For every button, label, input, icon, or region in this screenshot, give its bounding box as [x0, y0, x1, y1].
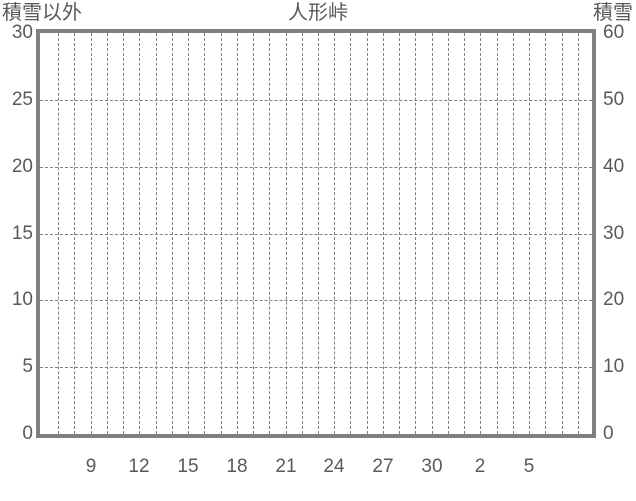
gridline-vertical [480, 33, 481, 434]
gridline-vertical [253, 33, 254, 434]
x-tick-label: 21 [275, 456, 297, 477]
gridline-vertical [415, 33, 416, 434]
gridline-vertical [432, 33, 433, 434]
left-tick-label: 15 [11, 222, 33, 244]
plot-area [36, 29, 596, 438]
gridline-vertical [221, 33, 222, 434]
gridline-vertical [448, 33, 449, 434]
gridline-vertical [578, 33, 579, 434]
gridline-vertical [156, 33, 157, 434]
gridline-vertical [172, 33, 173, 434]
left-tick-label: 0 [22, 423, 33, 444]
gridline-vertical [399, 33, 400, 434]
left-tick-label: 5 [22, 356, 33, 378]
left-tick-label: 30 [11, 22, 33, 43]
gridline-horizontal [40, 367, 592, 368]
x-tick-label: 30 [421, 456, 443, 477]
gridline-vertical [529, 33, 530, 434]
right-tick-label: 10 [603, 356, 625, 378]
gridline-vertical [464, 33, 465, 434]
gridline-vertical [562, 33, 563, 434]
x-tick-label: 15 [177, 456, 199, 477]
right-tick-label: 20 [603, 289, 625, 311]
gridline-vertical [318, 33, 319, 434]
gridline-vertical [350, 33, 351, 434]
chart-title: 人形峠 [288, 2, 348, 24]
x-tick-label: 9 [85, 456, 97, 477]
gridline-vertical [123, 33, 124, 434]
gridline-vertical [545, 33, 546, 434]
x-tick-label: 2 [474, 456, 486, 477]
gridline-vertical [91, 33, 92, 434]
left-tick-label: 25 [11, 88, 33, 110]
gridline-vertical [58, 33, 59, 434]
gridline-vertical [204, 33, 205, 434]
gridline-vertical [74, 33, 75, 434]
right-tick-label: 50 [603, 88, 625, 110]
left-axis-title: 積雪以外 [2, 2, 82, 24]
x-tick-label: 5 [523, 456, 535, 477]
gridline-horizontal [40, 167, 592, 168]
right-tick-label: 60 [603, 22, 625, 43]
x-tick-label: 27 [372, 456, 394, 477]
gridline-vertical [302, 33, 303, 434]
left-tick-label: 20 [11, 155, 33, 177]
plot-grid [40, 33, 592, 434]
x-tick-label: 12 [128, 456, 150, 477]
gridline-vertical [107, 33, 108, 434]
gridline-vertical [513, 33, 514, 434]
x-tick-label: 18 [226, 456, 248, 477]
right-tick-label: 40 [603, 155, 625, 177]
gridline-horizontal [40, 100, 592, 101]
gridline-vertical [188, 33, 189, 434]
gridline-vertical [269, 33, 270, 434]
chart-header: 積雪以外 人形峠 積雪 [0, 0, 636, 28]
right-tick-label: 30 [603, 222, 625, 244]
right-tick-label: 0 [603, 423, 614, 444]
gridline-vertical [237, 33, 238, 434]
gridline-vertical [497, 33, 498, 434]
gridline-vertical [139, 33, 140, 434]
left-tick-label: 10 [11, 289, 33, 311]
gridline-vertical [334, 33, 335, 434]
x-tick-label: 24 [323, 456, 345, 477]
gridline-horizontal [40, 234, 592, 235]
right-axis-title: 積雪 [593, 2, 633, 24]
gridline-vertical [383, 33, 384, 434]
gridline-vertical [286, 33, 287, 434]
gridline-vertical [367, 33, 368, 434]
gridline-horizontal [40, 300, 592, 301]
